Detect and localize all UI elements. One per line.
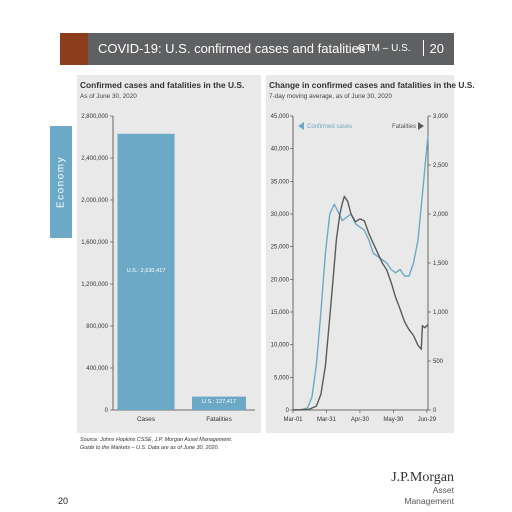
bar-chart-panel: Confirmed cases and fatalities in the U.… xyxy=(77,75,261,433)
bar-y-tick-label: 1,200,000 xyxy=(81,282,108,288)
side-tab-label: Economy xyxy=(55,155,67,209)
bar-y-tick-label: 2,800,000 xyxy=(81,114,108,120)
legend-right-arrow-icon xyxy=(418,122,424,130)
series-line-fatalities xyxy=(292,195,429,411)
legend-fatalities: Fatalities xyxy=(392,124,416,130)
bar-data-label: U.S.: 2,630,417 xyxy=(127,268,166,274)
header-tab-accent xyxy=(60,33,88,65)
logo-subtitle: Asset Management xyxy=(404,485,454,506)
line-x-tick-label: Mar-01 xyxy=(283,417,303,423)
header-bar xyxy=(60,33,454,65)
line-left-tick-label: 10,000 xyxy=(271,343,290,349)
line-x-tick-label: Apr-30 xyxy=(351,417,370,423)
bar-chart-title: Confirmed cases and fatalities in the U.… xyxy=(80,80,245,90)
bar-y-tick-label: 1,600,000 xyxy=(81,240,108,246)
bar-y-tick-label: 2,000,000 xyxy=(81,198,108,204)
line-left-tick-label: 5,000 xyxy=(274,375,290,381)
gtm-label: GTM – U.S. xyxy=(357,42,411,54)
line-left-tick-label: 15,000 xyxy=(271,310,290,316)
line-x-tick-label: Jun-29 xyxy=(418,417,437,423)
source-line-1: Source: Johns Hopkins CSSE, J.P. Morgan … xyxy=(80,437,233,443)
line-right-tick-label: 2,500 xyxy=(433,163,449,169)
bar-cases xyxy=(117,133,175,410)
line-chart-title: Change in confirmed cases and fatalities… xyxy=(269,80,475,90)
line-right-tick-label: 500 xyxy=(433,359,444,365)
bar-y-tick-label: 0 xyxy=(105,408,109,414)
line-x-tick-label: May-30 xyxy=(383,417,404,423)
line-right-tick-label: 0 xyxy=(433,408,437,414)
header-page-number: 20 xyxy=(429,40,444,56)
line-left-tick-label: 40,000 xyxy=(271,147,290,153)
line-left-tick-label: 30,000 xyxy=(271,212,290,218)
header-separator xyxy=(422,40,424,56)
line-right-tick-label: 1,500 xyxy=(433,261,449,267)
footer-page-number: 20 xyxy=(58,496,69,506)
line-chart-subtitle: 7-day moving average, as of June 30, 202… xyxy=(269,93,392,100)
source-note: Source: Johns Hopkins CSSE, J.P. Morgan … xyxy=(80,437,232,452)
legend-left-arrow-icon xyxy=(298,122,304,130)
line-right-tick-label: 1,000 xyxy=(433,310,449,316)
line-right-tick-label: 3,000 xyxy=(433,114,449,120)
page-title: COVID-19: U.S. confirmed cases and fatal… xyxy=(98,41,366,56)
line-right-tick-label: 2,000 xyxy=(433,212,449,218)
source-line-2: Guide to the Markets – U.S. Data are as … xyxy=(80,444,220,451)
bar-chart-subtitle: As of June 30, 2020 xyxy=(80,93,137,100)
line-left-tick-label: 35,000 xyxy=(271,179,290,185)
line-left-tick-label: 0 xyxy=(286,408,290,414)
bar-fatalities xyxy=(192,396,246,410)
header-page-info: GTM – U.S. 20 xyxy=(358,40,444,56)
bar-data-label: U.S.: 127,417 xyxy=(202,399,236,405)
bar-category-label: Cases xyxy=(137,416,155,423)
bar-y-tick-label: 400,000 xyxy=(86,366,108,372)
legend-confirmed-cases: Confirmed cases xyxy=(307,124,352,130)
bar-chart: 0 400,000 800,000 1,200,000 1,600,000 2,000,0… xyxy=(81,114,255,423)
line-chart-panel: Change in confirmed cases and fatalities… xyxy=(266,75,475,433)
line-chart: 0 5,000 10,000 15,000 20,000 25,000 30,000 35,0… xyxy=(271,114,449,423)
line-left-tick-label: 25,000 xyxy=(271,245,290,251)
series-line-confirmed-cases xyxy=(292,135,429,411)
line-left-tick-label: 45,000 xyxy=(271,114,290,120)
line-left-tick-label: 20,000 xyxy=(271,277,290,283)
bar-y-tick-label: 2,400,000 xyxy=(81,156,108,162)
jp-morgan-logo: J.P.Morgan Asset Management xyxy=(384,470,454,507)
logo-wordmark: J.P.Morgan xyxy=(391,470,454,485)
line-x-tick-label: Mar-31 xyxy=(317,417,337,423)
bar-y-tick-label: 800,000 xyxy=(86,324,108,330)
side-tab-economy: Economy xyxy=(50,126,72,238)
bar-category-label: Fatalities xyxy=(206,416,232,423)
